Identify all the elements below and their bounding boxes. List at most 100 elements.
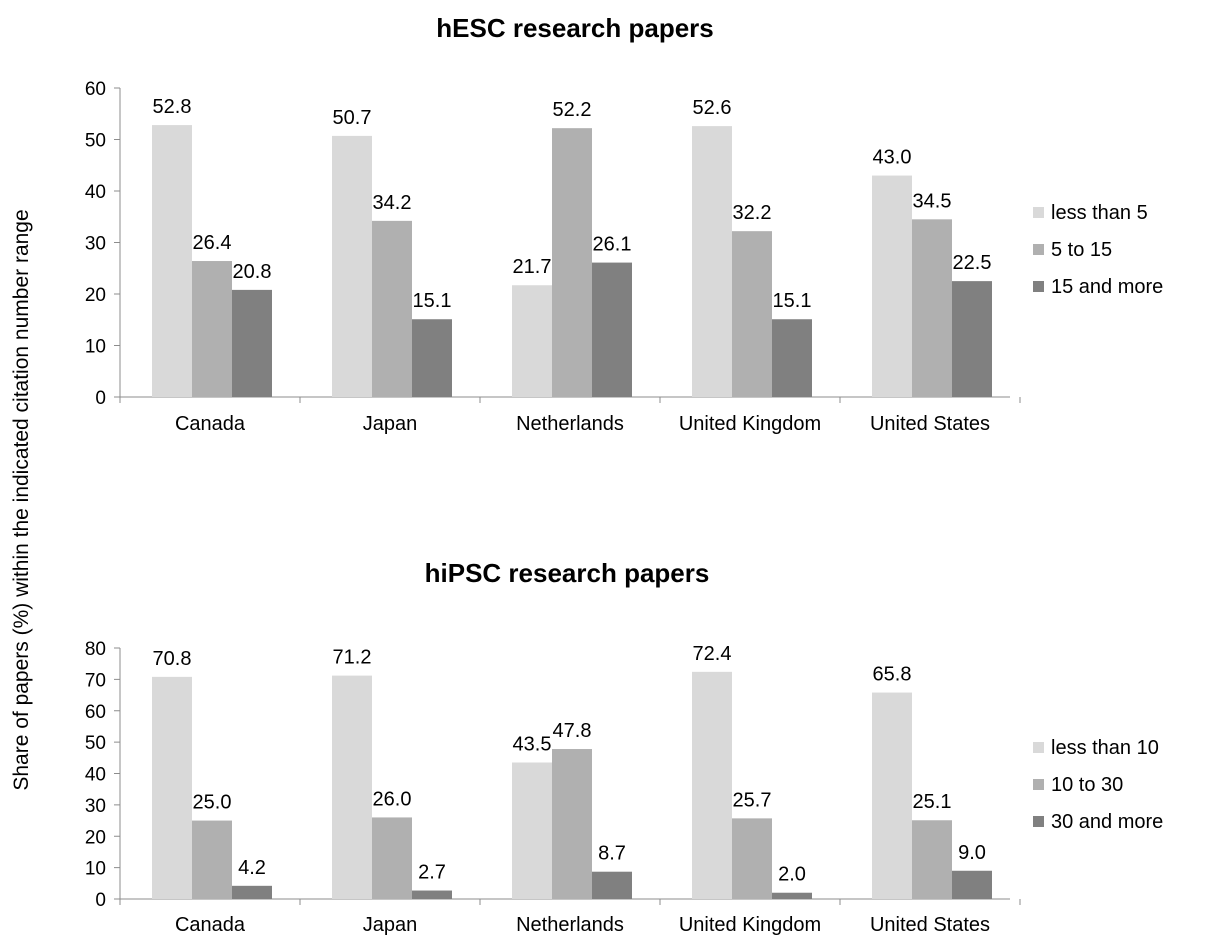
y-axis-label: Share of papers (%) within the indicated… — [10, 209, 33, 790]
chart2-legend-swatch — [1033, 816, 1044, 827]
chart2-bar — [512, 762, 552, 899]
chart2-y-tick-label: 80 — [85, 639, 106, 660]
chart2-data-label: 25.7 — [733, 789, 772, 811]
chart2-bar — [152, 676, 192, 899]
chart2-category-label: Japan — [363, 914, 418, 936]
chart1-bar — [952, 281, 992, 397]
chart2-legend-swatch — [1033, 779, 1044, 790]
chart1-data-label: 52.2 — [553, 99, 592, 121]
chart1-data-label: 15.1 — [773, 290, 812, 312]
chart1-bar — [692, 126, 732, 398]
chart1-category-label: Netherlands — [516, 413, 624, 435]
chart2-data-label: 70.8 — [153, 648, 192, 670]
chart1-category-label: United Kingdom — [679, 413, 821, 435]
chart2-bar — [192, 820, 232, 899]
chart2-data-label: 25.0 — [193, 792, 232, 814]
chart1-bar — [592, 262, 632, 397]
chart2-bar — [332, 675, 372, 899]
chart2-category-label: Netherlands — [516, 914, 624, 936]
chart2-y-tick-label: 20 — [85, 827, 106, 848]
chart2-bar — [592, 871, 632, 899]
chart1-data-label: 22.5 — [953, 252, 992, 274]
chart2-bar — [232, 885, 272, 899]
chart2-data-label: 65.8 — [873, 664, 912, 686]
chart1-data-label: 52.6 — [693, 97, 732, 119]
chart2-y-tick-label: 50 — [85, 733, 106, 754]
chart1-bar — [732, 231, 772, 397]
chart2-bar — [772, 892, 812, 899]
chart2-data-label: 72.4 — [693, 643, 732, 665]
chart1-category-label: Canada — [175, 413, 246, 435]
chart2-data-label: 2.7 — [418, 862, 446, 884]
chart2-bar — [692, 671, 732, 899]
chart2-category-label: United States — [870, 914, 990, 936]
chart1-y-tick-label: 40 — [85, 182, 106, 203]
chart1-data-label: 43.0 — [873, 147, 912, 169]
chart1-bar — [772, 319, 812, 397]
chart1-bar — [872, 175, 912, 397]
chart1-y-tick-label: 30 — [85, 234, 106, 255]
chart2-y-tick-label: 60 — [85, 702, 106, 723]
chart1-title: hESC research papers — [436, 13, 713, 43]
chart1-y-tick-label: 50 — [85, 131, 106, 152]
chart1-data-label: 26.1 — [593, 234, 632, 256]
chart2-data-label: 43.5 — [513, 734, 552, 756]
chart1-y-tick-label: 20 — [85, 285, 106, 306]
chart1-data-label: 34.5 — [913, 190, 952, 212]
chart1-bar — [192, 261, 232, 397]
chart2-y-tick-label: 30 — [85, 796, 106, 817]
chart1-data-label: 21.7 — [513, 256, 552, 278]
chart1-bar — [232, 289, 272, 397]
chart1-data-label: 15.1 — [413, 290, 452, 312]
chart1-legend-swatch — [1033, 244, 1044, 255]
chart1-y-tick-label: 60 — [85, 79, 106, 100]
chart1-data-label: 32.2 — [733, 202, 772, 224]
chart2-y-tick-label: 0 — [95, 890, 106, 911]
chart1-data-label: 26.4 — [193, 232, 232, 254]
chart2-data-label: 71.2 — [333, 647, 372, 669]
chart2-data-label: 2.0 — [778, 864, 806, 886]
chart2-bar — [372, 817, 412, 899]
chart1-data-label: 50.7 — [333, 107, 372, 129]
chart1-y-tick-label: 0 — [95, 388, 106, 409]
chart2-bar — [732, 818, 772, 899]
chart2-legend-label: 30 and more — [1051, 811, 1163, 833]
chart1-legend-label: less than 5 — [1051, 202, 1148, 224]
chart2-data-label: 26.0 — [373, 788, 412, 810]
chart2-legend-swatch — [1033, 742, 1044, 753]
chart2-data-label: 47.8 — [553, 720, 592, 742]
chart2-bar — [872, 692, 912, 899]
chart2-title: hiPSC research papers — [425, 558, 710, 588]
chart2-data-label: 25.1 — [913, 791, 952, 813]
chart1-data-label: 34.2 — [373, 192, 412, 214]
chart2-y-tick-label: 40 — [85, 765, 106, 786]
chart1-legend-swatch — [1033, 207, 1044, 218]
chart2-bar — [952, 870, 992, 899]
chart1-bar — [152, 125, 192, 397]
chart2-legend-label: 10 to 30 — [1051, 774, 1123, 796]
chart1-data-label: 52.8 — [153, 96, 192, 118]
chart2-bar — [412, 890, 452, 899]
chart1-legend-swatch — [1033, 281, 1044, 292]
chart2-y-tick-label: 70 — [85, 670, 106, 691]
chart1-bar — [912, 219, 952, 397]
chart1-bar — [552, 128, 592, 398]
chart1-bar — [412, 319, 452, 397]
chart2-data-label: 4.2 — [238, 857, 266, 879]
chart2-bar — [552, 749, 592, 899]
chart2-y-tick-label: 10 — [85, 859, 106, 880]
chart1-bar — [512, 285, 552, 397]
chart2-legend-label: less than 10 — [1051, 737, 1159, 759]
chart1-bar — [332, 135, 372, 397]
chart1-data-label: 20.8 — [233, 261, 272, 283]
chart2-data-label: 9.0 — [958, 842, 986, 864]
chart1-legend-label: 5 to 15 — [1051, 239, 1112, 261]
chart2-data-label: 8.7 — [598, 843, 626, 865]
chart1-category-label: Japan — [363, 413, 418, 435]
chart1-bar — [372, 220, 412, 397]
chart1-y-tick-label: 10 — [85, 337, 106, 358]
chart2-category-label: United Kingdom — [679, 914, 821, 936]
chart1-category-label: United States — [870, 413, 990, 435]
